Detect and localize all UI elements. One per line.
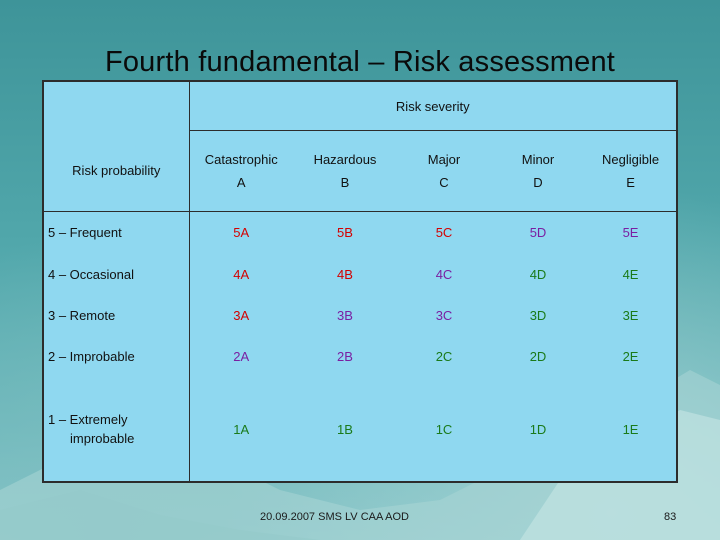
slide-title: Fourth fundamental – Risk assessment [104, 46, 616, 78]
risk-cell: 1C [435, 421, 453, 437]
category-name: Minor [521, 152, 555, 167]
category-code: C [439, 175, 449, 190]
page-number: 83 [664, 511, 677, 523]
table-row: 2 – Improbable 2A 2B 2C 2D 2E [44, 335, 676, 377]
risk-cell: 2D [529, 348, 547, 364]
category-negligible: Negligible E [585, 130, 677, 212]
category-name: Hazardous [313, 152, 377, 167]
risk-cell: 3E [622, 307, 639, 323]
risk-cell: 2C [435, 348, 453, 364]
category-catastrophic: Catastrophic A [189, 130, 293, 212]
table-row: 5 – Frequent 5A 5B 5C 5D 5E [44, 211, 676, 254]
category-name: Catastrophic [204, 152, 278, 167]
row-label-line: 1 – Extremely [48, 412, 128, 427]
risk-cell: 2A [233, 348, 250, 364]
row-label-improbable: 2 – Improbable [44, 335, 190, 377]
category-code: E [626, 175, 635, 190]
risk-cell: 4E [622, 266, 639, 282]
risk-cell: 5C [435, 225, 453, 241]
risk-probability-header: Risk probability [44, 130, 190, 212]
risk-cell: 4C [435, 266, 453, 282]
category-code: A [236, 175, 246, 190]
risk-cell: 1B [337, 421, 353, 437]
risk-cell: 4B [337, 266, 353, 282]
risk-table: Risk severity Risk probability Catastrop… [44, 82, 677, 481]
risk-cell: 3C [435, 307, 453, 323]
risk-cell: 3D [529, 307, 547, 323]
row-label-extremely-improbable: 1 – Extremely improbable [44, 377, 190, 481]
risk-cell: 1E [622, 421, 639, 437]
risk-cell: 5D [529, 225, 547, 241]
risk-cell: 4A [233, 266, 250, 282]
risk-cell: 5A [233, 225, 250, 241]
row-label-occasional: 4 – Occasional [44, 253, 190, 295]
corner-cell [44, 82, 190, 131]
table-row: 3 – Remote 3A 3B 3C 3D 3E [44, 294, 676, 336]
risk-severity-header: Risk severity [189, 82, 677, 131]
risk-cell: 1A [233, 421, 250, 437]
risk-cell: 2B [337, 348, 353, 364]
category-minor: Minor D [491, 130, 585, 212]
row-label-frequent: 5 – Frequent [44, 211, 190, 254]
category-major: Major C [397, 130, 491, 212]
risk-cell: 5B [337, 225, 353, 241]
risk-cell: 3A [233, 307, 250, 323]
risk-cell: 3B [337, 307, 353, 323]
table-row: 4 – Occasional 4A 4B 4C 4D 4E [44, 253, 676, 295]
category-hazardous: Hazardous B [293, 130, 397, 212]
slide-footer: 20.09.2007 SMS LV CAA AOD [260, 511, 409, 523]
risk-matrix: Risk severity Risk probability Catastrop… [42, 80, 678, 483]
risk-cell: 1D [529, 421, 547, 437]
category-name: Negligible [601, 152, 660, 167]
row-label-remote: 3 – Remote [44, 294, 190, 336]
category-name: Major [427, 152, 461, 167]
category-code: B [340, 175, 350, 190]
table-row: 1 – Extremely improbable 1A 1B 1C 1D 1E [44, 377, 676, 481]
risk-cell: 5E [622, 225, 639, 241]
category-code: D [533, 175, 543, 190]
risk-cell: 4D [529, 266, 547, 282]
row-label-line: improbable [70, 431, 135, 446]
risk-cell: 2E [622, 348, 639, 364]
